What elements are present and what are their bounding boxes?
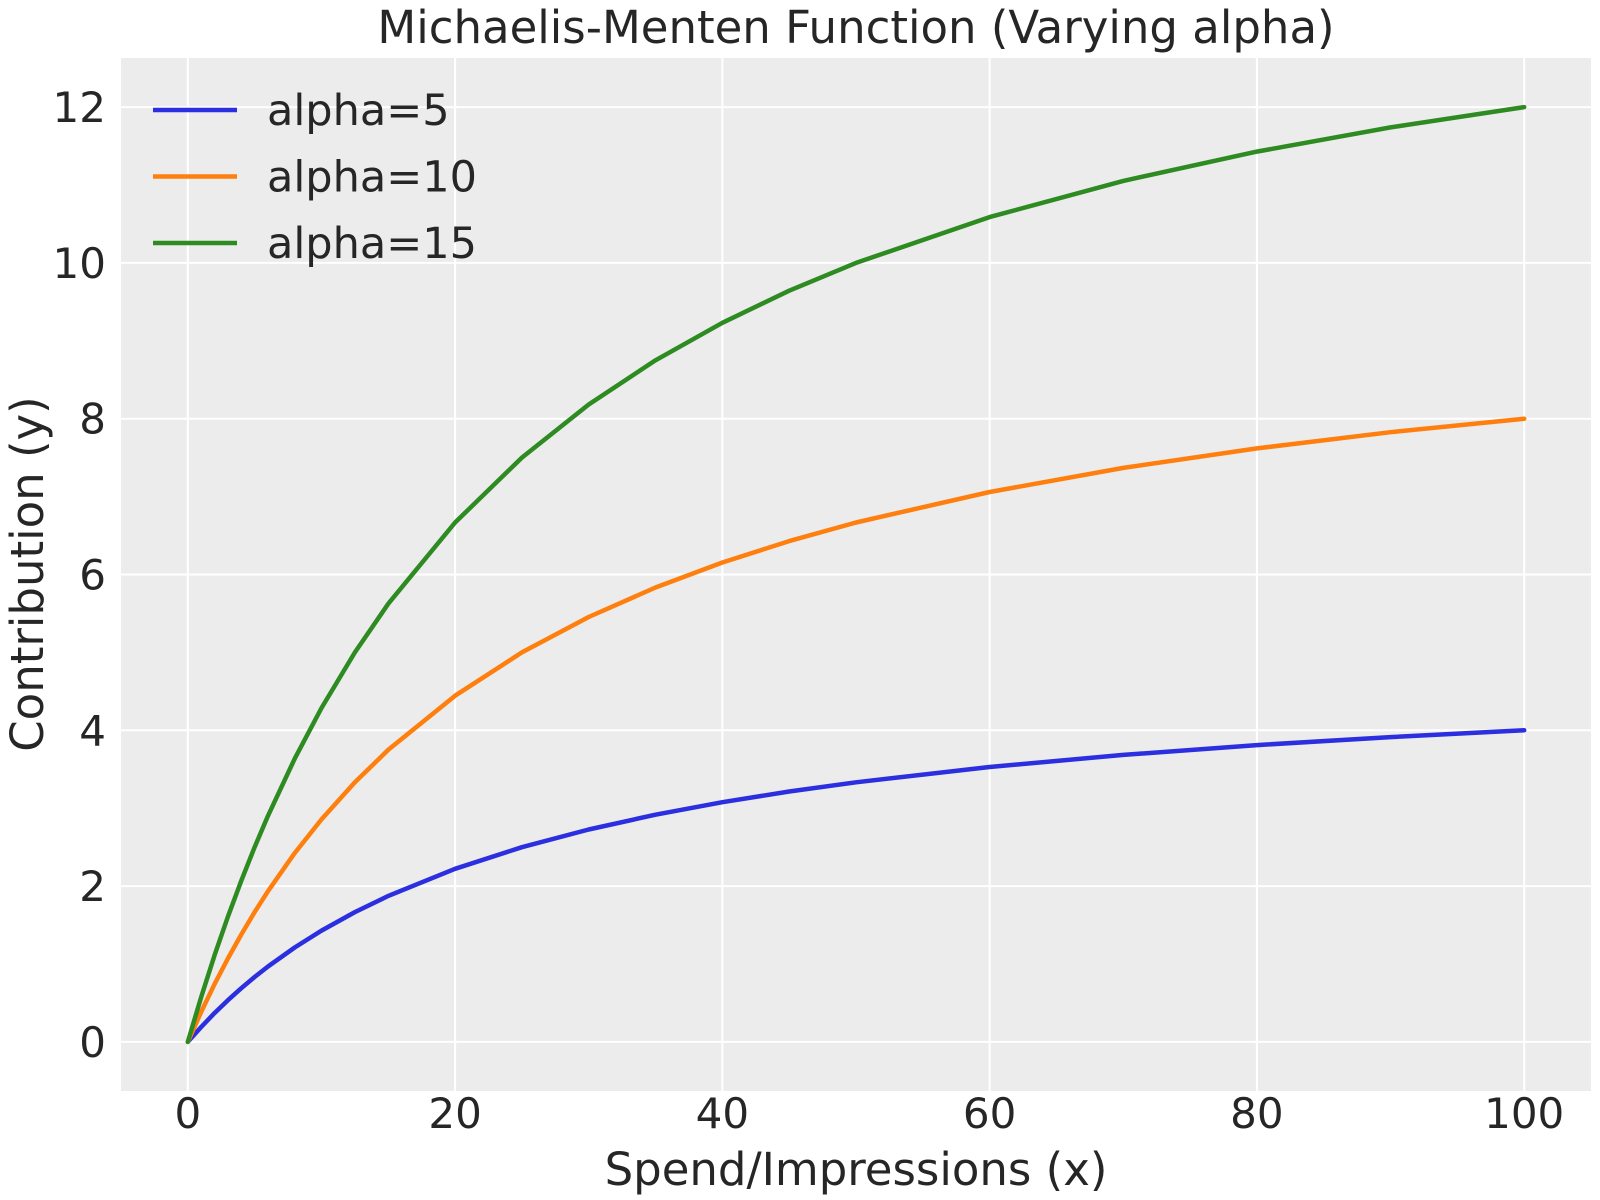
y-tick-label: 12 (53, 83, 106, 132)
x-tick-label: 0 (174, 1089, 201, 1138)
y-tick-label: 8 (79, 395, 106, 444)
curve-alpha-10 (185, 416, 1527, 1045)
y-tick-label: 6 (79, 551, 106, 600)
y-tick-label: 4 (79, 706, 106, 755)
x-tick-label: 20 (428, 1089, 481, 1138)
y-axis-label: Contribution (y) (1, 396, 54, 752)
legend-label: alpha=5 (267, 86, 450, 136)
curve-alpha-15 (185, 104, 1527, 1045)
legend-label: alpha=15 (267, 219, 477, 269)
x-axis-label: Spend/Impressions (x) (604, 1143, 1108, 1196)
curve-alpha-5 (185, 728, 1527, 1045)
y-tick-label: 10 (53, 239, 106, 288)
x-tick-label: 80 (1230, 1089, 1283, 1138)
x-tick-label: 60 (963, 1089, 1016, 1138)
x-tick-label: 100 (1484, 1089, 1564, 1138)
y-tick-label: 2 (79, 862, 106, 911)
legend-label: alpha=10 (267, 153, 477, 203)
chart-title: Michaelis-Menten Function (Varying alpha… (377, 1, 1335, 54)
y-tick-label: 0 (79, 1018, 106, 1067)
x-tick-label: 40 (696, 1089, 749, 1138)
